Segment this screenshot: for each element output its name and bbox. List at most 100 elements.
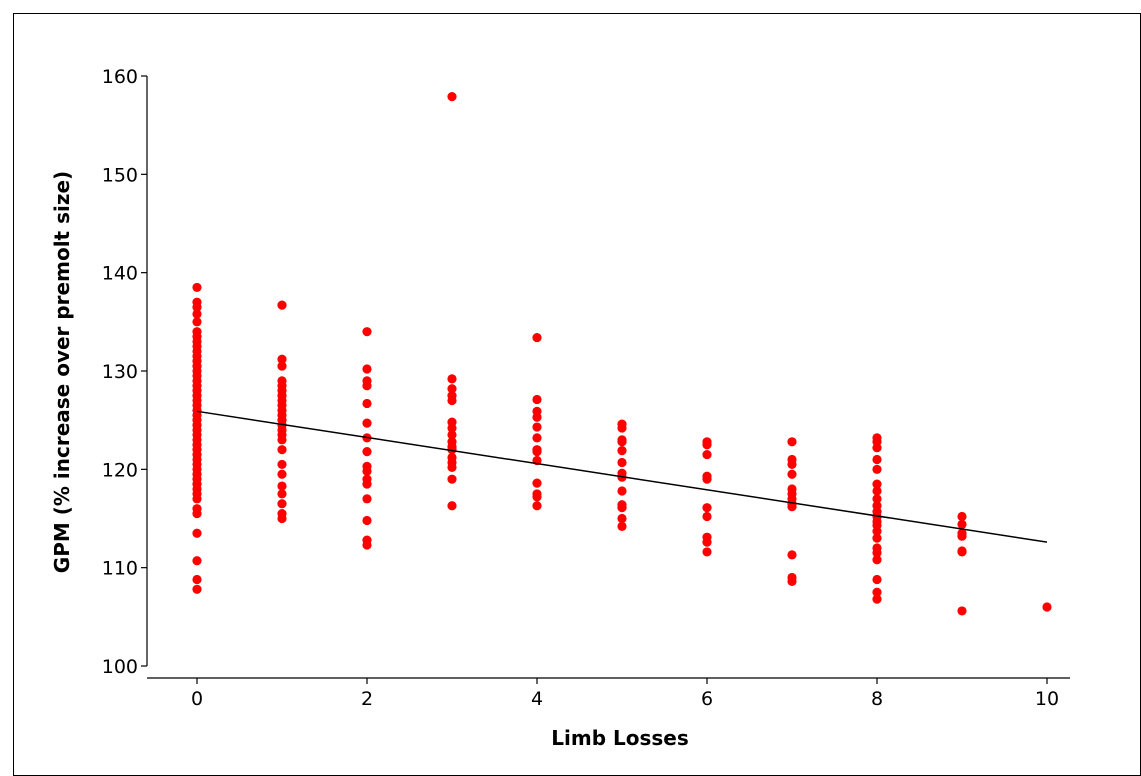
y-tick-label: 130 xyxy=(102,361,138,383)
data-point xyxy=(447,474,457,484)
y-tick-label: 100 xyxy=(102,656,138,678)
y-tick-label: 150 xyxy=(102,164,138,186)
x-tick-label: 2 xyxy=(361,688,373,710)
data-point xyxy=(192,528,202,538)
x-tick-label: 0 xyxy=(191,688,203,710)
y-tick-label: 160 xyxy=(102,66,138,88)
data-point xyxy=(362,515,372,526)
trend-line xyxy=(196,410,1048,543)
data-point xyxy=(362,364,372,374)
data-point xyxy=(447,374,457,384)
data-points xyxy=(192,92,1052,616)
data-point xyxy=(872,548,882,558)
data-point xyxy=(872,587,882,597)
data-point xyxy=(872,526,882,536)
y-axis-title: GPM (% increase over premolt size) xyxy=(50,171,74,573)
data-point xyxy=(872,494,882,504)
data-point xyxy=(277,513,287,524)
data-point xyxy=(447,462,457,472)
data-point xyxy=(192,584,202,594)
data-point xyxy=(702,440,712,450)
data-point xyxy=(362,540,372,550)
data-point xyxy=(277,300,287,310)
data-point xyxy=(872,486,882,496)
data-point xyxy=(787,550,797,560)
data-point xyxy=(277,469,287,479)
data-point xyxy=(617,521,627,531)
data-point xyxy=(447,384,457,394)
data-point xyxy=(702,474,712,484)
data-point xyxy=(787,502,797,512)
data-point xyxy=(617,486,627,496)
data-point xyxy=(277,499,287,509)
data-point xyxy=(957,519,967,530)
data-point xyxy=(702,449,712,460)
data-point xyxy=(447,430,457,440)
data-point xyxy=(362,447,372,457)
x-axis-ticks: 0 2 4 6 8 10 xyxy=(191,678,1059,710)
data-point xyxy=(617,423,627,433)
data-point xyxy=(872,464,882,474)
y-axis-ticks: 100 110 120 130 140 150 160 xyxy=(102,66,147,678)
data-point xyxy=(702,503,712,513)
data-point xyxy=(957,606,967,616)
data-point xyxy=(617,513,627,524)
x-tick-label: 8 xyxy=(871,688,883,710)
data-point xyxy=(872,479,882,489)
data-point xyxy=(192,574,202,585)
data-point xyxy=(957,511,967,522)
data-point xyxy=(192,494,202,504)
x-tick-label: 6 xyxy=(701,688,713,710)
data-point xyxy=(617,446,627,456)
x-tick-label: 10 xyxy=(1035,688,1059,710)
data-point xyxy=(617,457,627,468)
data-point xyxy=(447,395,457,406)
y-tick-label: 140 xyxy=(102,263,138,285)
data-point xyxy=(787,469,797,479)
data-point xyxy=(872,555,882,565)
data-point xyxy=(362,494,372,504)
data-point xyxy=(277,435,287,445)
data-point xyxy=(447,501,457,511)
data-point xyxy=(532,412,542,422)
data-point xyxy=(192,282,202,293)
data-point xyxy=(957,531,967,541)
data-point xyxy=(617,503,627,513)
data-point xyxy=(957,547,967,557)
data-point xyxy=(787,576,797,587)
data-point xyxy=(532,501,542,511)
data-point xyxy=(702,537,712,547)
data-point xyxy=(277,445,287,455)
data-point xyxy=(787,437,797,447)
data-point xyxy=(362,381,372,391)
data-point xyxy=(192,309,202,319)
data-point xyxy=(447,423,457,433)
data-point xyxy=(192,302,202,312)
data-point xyxy=(362,327,372,337)
y-tick-label: 120 xyxy=(102,459,138,481)
data-point xyxy=(362,466,372,476)
x-axis-title: Limb Losses xyxy=(551,726,688,750)
data-point xyxy=(277,481,287,491)
data-point xyxy=(277,489,287,499)
data-point xyxy=(447,92,457,102)
data-point xyxy=(532,447,542,457)
data-point xyxy=(192,317,202,327)
data-point xyxy=(277,354,287,364)
data-point xyxy=(532,433,542,443)
data-point xyxy=(532,478,542,488)
data-point xyxy=(532,422,542,432)
y-tick-label: 110 xyxy=(102,558,138,580)
data-point xyxy=(702,547,712,557)
data-point xyxy=(277,459,287,470)
data-point xyxy=(617,437,627,447)
data-point xyxy=(702,511,712,522)
data-point xyxy=(872,594,882,604)
data-point xyxy=(872,574,882,585)
data-point xyxy=(872,443,882,453)
data-point xyxy=(872,454,882,465)
x-tick-label: 4 xyxy=(531,688,543,710)
data-point xyxy=(872,533,882,543)
data-point xyxy=(787,459,797,470)
